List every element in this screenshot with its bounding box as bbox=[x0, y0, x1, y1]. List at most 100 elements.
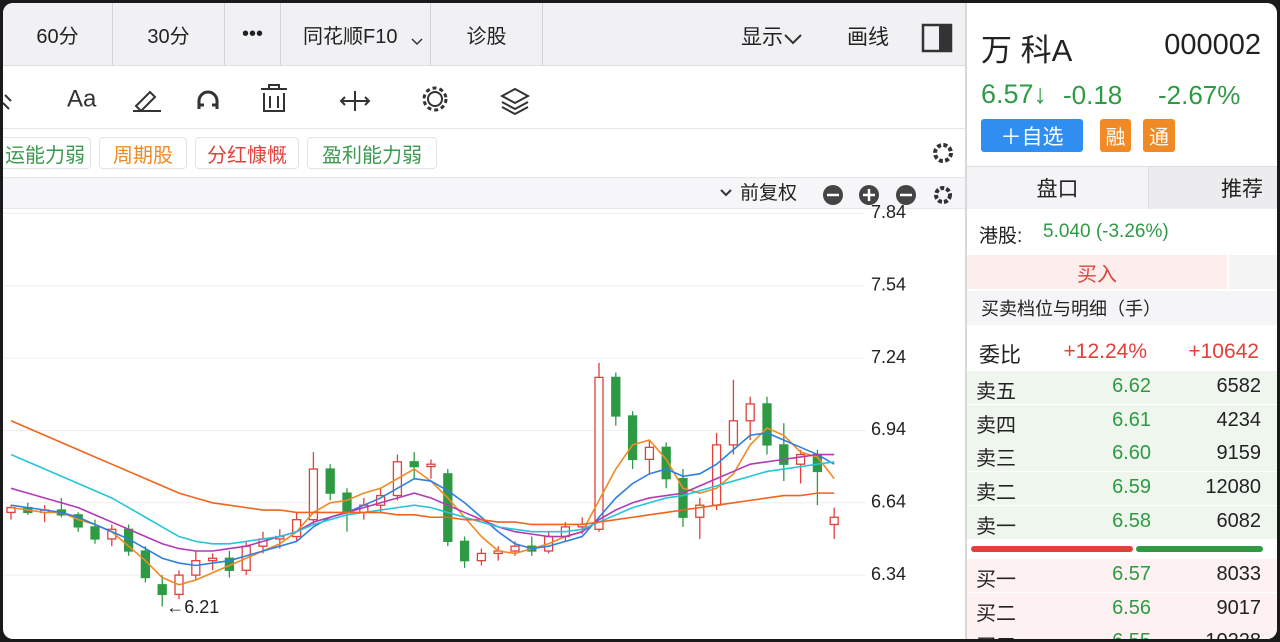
order-price: 6.55 bbox=[1112, 630, 1151, 639]
order-row bbox=[967, 559, 1277, 592]
ratio-pct: +12.24% bbox=[1063, 340, 1148, 363]
order-volume: 8033 bbox=[1216, 563, 1262, 585]
hk-value: 5.040 (-3.26%) bbox=[1043, 221, 1169, 242]
candle-body bbox=[611, 376, 621, 417]
layout-icon-fill bbox=[939, 24, 952, 52]
toolbar-tab[interactable]: 30分 bbox=[113, 3, 225, 65]
order-level: 卖五 bbox=[976, 381, 1016, 403]
candle-body bbox=[762, 403, 772, 446]
stock-tag[interactable]: 盈利能力弱 bbox=[307, 137, 437, 169]
candle-body bbox=[476, 552, 487, 562]
candle-body bbox=[711, 444, 722, 506]
toolbar-tab[interactable]: 同花顺F10 bbox=[281, 3, 431, 65]
layers-icon[interactable] bbox=[499, 87, 531, 116]
candle-body bbox=[695, 504, 705, 518]
settings-icon[interactable] bbox=[427, 91, 443, 107]
toolbar-tab[interactable]: 诊股 bbox=[431, 3, 543, 65]
order-level: 卖二 bbox=[976, 482, 1016, 505]
order-level: 卖一 bbox=[976, 515, 1016, 538]
toolbar-button[interactable]: 画线 bbox=[847, 26, 889, 49]
buy-extra bbox=[1229, 255, 1277, 289]
pen-icon[interactable] bbox=[133, 90, 161, 113]
order-row bbox=[967, 505, 1277, 539]
move-icon[interactable] bbox=[339, 91, 371, 111]
toolbar-tab[interactable]: ••• bbox=[225, 3, 281, 65]
chart-header bbox=[3, 178, 965, 209]
tool-icon[interactable] bbox=[3, 94, 12, 110]
chart-settings-icon[interactable] bbox=[934, 186, 952, 204]
order-volume: 12080 bbox=[1205, 476, 1261, 499]
candle-body bbox=[443, 473, 453, 543]
candle-body bbox=[459, 540, 470, 562]
quote-panel: 万 科A 000002 6.57↓ -0.18 -2.67% ＋自选融通盘口 推荐 港股: 5.… bbox=[967, 3, 1277, 639]
order-level: 卖三 bbox=[976, 448, 1016, 471]
panel-tab[interactable]: 盘口 bbox=[967, 167, 1149, 209]
y-tick-label: 7.84 bbox=[871, 202, 906, 222]
candle-body bbox=[594, 376, 604, 530]
panel-tab[interactable]: 推荐 bbox=[1149, 167, 1277, 209]
candle-body bbox=[342, 492, 352, 514]
ratio-label: 委比 bbox=[979, 344, 1021, 367]
candle-body bbox=[644, 446, 655, 461]
order-price: 6.60 bbox=[1112, 442, 1151, 465]
stock-tag[interactable]: 分红慷慨 bbox=[195, 137, 299, 169]
order-price: 6.62 bbox=[1112, 375, 1151, 397]
icon-bar bbox=[3, 66, 965, 129]
stock-code: 000002 bbox=[1164, 29, 1261, 61]
price-change-pct: -2.67% bbox=[1158, 80, 1241, 110]
margin-badge[interactable]: 融 bbox=[1100, 119, 1131, 152]
order-volume: 6582 bbox=[1216, 375, 1262, 397]
candle-body bbox=[829, 516, 839, 526]
hk-label: 港股: bbox=[979, 226, 1023, 247]
toolbar-button[interactable]: 显示 bbox=[741, 26, 783, 49]
candle-body bbox=[779, 444, 789, 465]
order-row bbox=[967, 626, 1277, 639]
order-level: 买一 bbox=[976, 569, 1016, 591]
chart-layer: Aa 前复权 6.34 6.64 6.94 7.24 7.54 7.84 ←6.21 bbox=[3, 23, 953, 617]
candle-body bbox=[728, 420, 739, 446]
order-row bbox=[967, 371, 1277, 404]
candle-body bbox=[308, 468, 319, 521]
ratio-bar-buy bbox=[1136, 546, 1263, 552]
order-price: 6.56 bbox=[1112, 596, 1151, 619]
dropdown-arrow bbox=[411, 38, 423, 46]
candle-body bbox=[409, 461, 419, 468]
stock-tag[interactable]: 运能力弱 bbox=[3, 137, 91, 169]
magnet-icon[interactable] bbox=[197, 90, 219, 109]
connect-badge[interactable]: 通 bbox=[1143, 119, 1175, 152]
order-level: 卖四 bbox=[976, 414, 1016, 437]
order-volume: 4234 bbox=[1216, 408, 1262, 431]
toolbar bbox=[3, 3, 965, 66]
trash-icon[interactable] bbox=[261, 84, 287, 112]
order-price: 6.61 bbox=[1112, 408, 1151, 431]
order-volume: 9017 bbox=[1216, 596, 1262, 619]
ratio-bar-sell bbox=[971, 546, 1133, 552]
candle-body bbox=[325, 468, 335, 494]
order-row bbox=[967, 592, 1277, 626]
stock-name: 万 科A bbox=[981, 33, 1073, 68]
candle-body bbox=[426, 463, 436, 468]
moving-average-line bbox=[10, 453, 835, 545]
moving-average-line bbox=[10, 432, 835, 567]
candle-body bbox=[678, 478, 688, 518]
y-tick-label: 7.54 bbox=[871, 275, 906, 295]
order-row bbox=[967, 404, 1277, 438]
tab-row bbox=[967, 166, 1277, 167]
order-price: 6.57 bbox=[1112, 563, 1151, 585]
font-icon[interactable]: Aa bbox=[67, 85, 97, 112]
order-volume: 10228 bbox=[1205, 630, 1261, 639]
buy-button[interactable]: 买入 bbox=[967, 255, 1229, 289]
moving-average-line bbox=[10, 420, 835, 526]
toolbar-tab[interactable]: 60分 bbox=[3, 3, 113, 65]
detail-title: 买卖档位与明细（手） bbox=[967, 291, 1277, 325]
y-tick-label: 7.24 bbox=[871, 347, 906, 367]
price-change: -0.18 bbox=[1063, 80, 1123, 110]
adjust-arrow bbox=[720, 189, 732, 197]
tag-settings-icon[interactable] bbox=[933, 143, 953, 163]
y-tick-label: 6.94 bbox=[871, 419, 906, 439]
y-tick-label: 6.34 bbox=[871, 564, 906, 584]
stock-tag[interactable]: 周期股 bbox=[99, 137, 187, 169]
add-watchlist-button[interactable]: ＋自选 bbox=[981, 119, 1083, 152]
adjust-label[interactable]: 前复权 bbox=[740, 182, 797, 204]
candle-body bbox=[510, 545, 520, 552]
